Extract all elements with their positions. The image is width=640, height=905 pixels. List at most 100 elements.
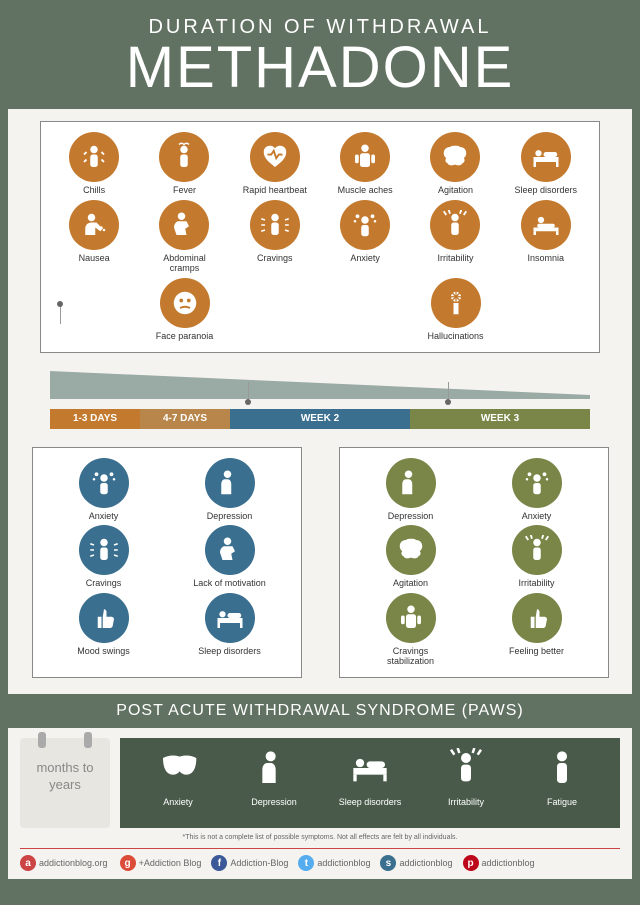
social-icon: s xyxy=(380,855,396,871)
connector-dot xyxy=(445,399,451,405)
symptom-label: Muscle aches xyxy=(328,186,402,196)
paws-title-bar: POST ACUTE WITHDRAWAL SYNDROME (PAWS) xyxy=(8,694,632,728)
paws-row: months to years AnxietyDepressionSleep d… xyxy=(20,738,620,828)
irritability-icon xyxy=(512,525,562,575)
social-icon: g xyxy=(120,855,136,871)
symptom-item: Sleep disorders xyxy=(509,132,583,196)
insomnia-icon xyxy=(521,200,571,250)
content-area: ChillsFeverRapid heartbeatMuscle achesAg… xyxy=(8,109,632,879)
symptom-label: Cravings xyxy=(238,254,312,264)
social-link[interactable]: taddictionblog xyxy=(298,855,370,871)
paws-label: Irritability xyxy=(426,797,506,807)
paws-item: Depression xyxy=(234,748,314,818)
symptom-label: Fever xyxy=(147,186,221,196)
week3-panel: DepressionAnxietyAgitationIrritabilityCr… xyxy=(339,447,609,679)
symptom-label: Abdominal cramps xyxy=(147,254,221,274)
timeline: 1-3 DAYS4-7 DAYSWEEK 2WEEK 3 xyxy=(50,371,590,429)
fatigue-icon xyxy=(542,748,582,788)
muscle-icon xyxy=(340,132,390,182)
symptom-item: Mood swings xyxy=(63,593,145,657)
cramps-icon xyxy=(205,525,255,575)
week2-panel: Anxiety Depression Cravings Lack of motivat… xyxy=(32,447,302,679)
symptom-label: Anxiety xyxy=(496,512,578,522)
footer: a addictionblog.org g+Addiction Blog fAdd… xyxy=(20,848,620,871)
irritability-icon xyxy=(430,200,480,250)
timeline-segment: 4-7 DAYS xyxy=(140,409,230,429)
timeline-segment: WEEK 3 xyxy=(410,409,590,429)
depression-icon xyxy=(205,458,255,508)
header: DURATION OF WITHDRAWAL METHADONE xyxy=(0,0,640,109)
chills-icon xyxy=(69,132,119,182)
symptom-item: Depression xyxy=(189,458,271,522)
brain-icon xyxy=(386,525,436,575)
symptom-label: Anxiety xyxy=(328,254,402,264)
fever-icon xyxy=(159,132,209,182)
symptom-item: Anxiety xyxy=(328,200,402,274)
paranoia-icon xyxy=(160,278,210,328)
symptom-item: Face paranoia xyxy=(148,278,222,342)
symptom-item: Cravings xyxy=(238,200,312,274)
header-title: METHADONE xyxy=(0,39,640,97)
connector-dot xyxy=(57,301,63,307)
social-link[interactable]: paddictionblog xyxy=(463,855,535,871)
symptom-item: Agitation xyxy=(370,525,452,589)
social-label: addictionblog xyxy=(482,858,535,868)
symptom-label: Agitation xyxy=(370,579,452,589)
social-icon: t xyxy=(298,855,314,871)
symptom-item: Anxiety xyxy=(496,458,578,522)
paws-item: Irritability xyxy=(426,748,506,818)
social-icon: p xyxy=(463,855,479,871)
connector xyxy=(60,304,61,324)
social-link[interactable]: fAddiction-Blog xyxy=(211,855,288,871)
brain-icon xyxy=(430,132,480,182)
bed-icon xyxy=(350,748,390,788)
symptom-item: Agitation xyxy=(418,132,492,196)
bed-icon xyxy=(205,593,255,643)
footer-site[interactable]: a addictionblog.org xyxy=(20,855,108,871)
anxiety-icon xyxy=(340,200,390,250)
symptom-label: Anxiety xyxy=(63,512,145,522)
irritability-icon xyxy=(446,748,486,788)
paws-item: Sleep disorders xyxy=(330,748,410,818)
symptom-label: Cravings xyxy=(63,579,145,589)
symptom-label: Chills xyxy=(57,186,131,196)
symptom-label: Face paranoia xyxy=(148,332,222,342)
timeline-segment: 1-3 DAYS xyxy=(50,409,140,429)
symptom-item: Insomnia xyxy=(509,200,583,274)
symptom-item: Depression xyxy=(370,458,452,522)
paws-duration: months to years xyxy=(36,760,93,792)
symptom-label: Depression xyxy=(189,512,271,522)
symptom-label: Mood swings xyxy=(63,647,145,657)
symptom-label: Depression xyxy=(370,512,452,522)
anxiety-icon xyxy=(512,458,562,508)
symptom-label: Insomnia xyxy=(509,254,583,264)
social-label: Addiction-Blog xyxy=(230,858,288,868)
cravings-icon xyxy=(250,200,300,250)
hallucination-icon xyxy=(431,278,481,328)
symptom-label: Cravings stabilization xyxy=(370,647,452,667)
symptom-item: Cravings xyxy=(63,525,145,589)
connector-dot xyxy=(245,399,251,405)
symptom-item: Fever xyxy=(147,132,221,196)
timeline-funnel xyxy=(50,371,590,399)
anxiety-icon xyxy=(79,458,129,508)
social-label: +Addiction Blog xyxy=(139,858,202,868)
cravings-icon xyxy=(79,525,129,575)
symptom-item: Irritability xyxy=(418,200,492,274)
paws-label: Depression xyxy=(234,797,314,807)
symptom-label: Feeling better xyxy=(496,647,578,657)
site-icon: a xyxy=(20,855,36,871)
symptom-item: Lack of motivation xyxy=(189,525,271,589)
symptom-item: Sleep disorders xyxy=(189,593,271,657)
social-link[interactable]: saddictionblog xyxy=(380,855,452,871)
social-link[interactable]: g+Addiction Blog xyxy=(120,855,202,871)
symptom-item: Chills xyxy=(57,132,131,196)
nausea-icon xyxy=(69,200,119,250)
masks-icon xyxy=(158,748,198,788)
symptom-label: Hallucinations xyxy=(419,332,493,342)
timeline-segment: WEEK 2 xyxy=(230,409,410,429)
symptom-item: Nausea xyxy=(57,200,131,274)
paws-item: Fatigue xyxy=(522,748,602,818)
paws-panel: AnxietyDepressionSleep disordersIrritabi… xyxy=(120,738,620,828)
symptom-label: Irritability xyxy=(418,254,492,264)
